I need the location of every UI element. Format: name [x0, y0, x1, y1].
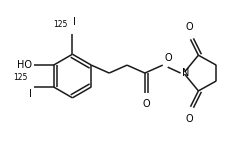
- Text: O: O: [186, 114, 193, 124]
- Text: I: I: [73, 17, 76, 28]
- Text: I: I: [29, 89, 32, 99]
- Text: N: N: [182, 68, 189, 78]
- Text: 125: 125: [13, 73, 28, 82]
- Text: O: O: [142, 99, 150, 109]
- Text: O: O: [165, 53, 172, 63]
- Text: 125: 125: [53, 21, 67, 29]
- Text: O: O: [186, 22, 193, 32]
- Text: HO: HO: [17, 60, 32, 70]
